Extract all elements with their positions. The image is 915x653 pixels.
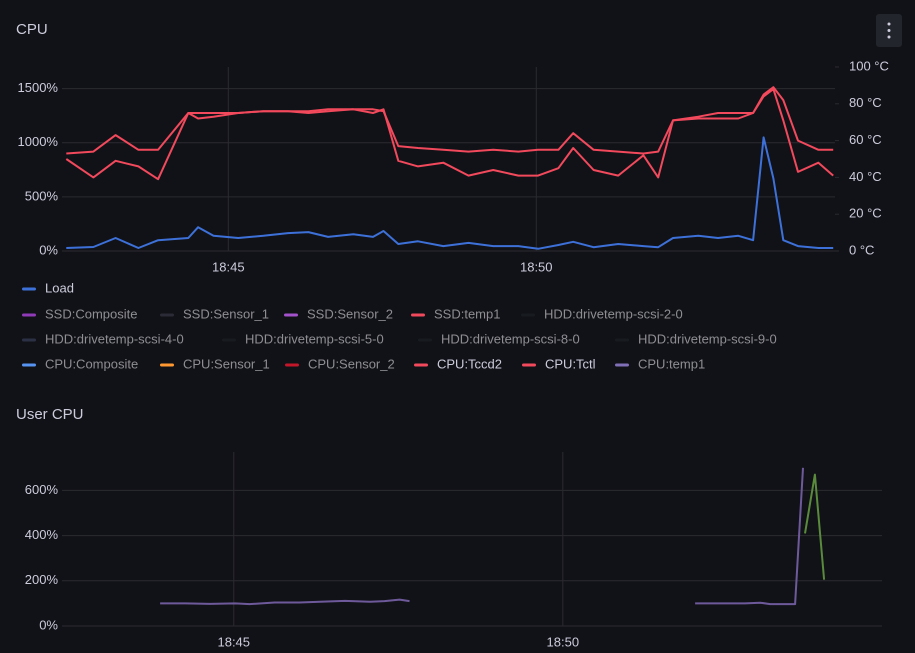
- legend-label: HDD:drivetemp-scsi-4-0: [45, 331, 184, 346]
- legend-label: CPU:Tccd2: [437, 356, 502, 371]
- y2-tick-label: 20 °C: [849, 206, 882, 221]
- series-line: [66, 86, 834, 155]
- legend-label: HDD:drivetemp-scsi-9-0: [638, 331, 777, 346]
- legend-label: CPU:Tctl: [545, 356, 596, 371]
- series-line: [65, 88, 834, 181]
- legend-swatch: [414, 363, 428, 367]
- legend-swatch: [522, 363, 536, 367]
- legend-label: HDD:drivetemp-scsi-8-0: [441, 331, 580, 346]
- y-tick-label: 0%: [39, 242, 58, 257]
- y-tick-label: 200%: [25, 572, 59, 587]
- y-tick-label: 0%: [39, 617, 58, 632]
- legend-label: HDD:drivetemp-scsi-5-0: [245, 331, 384, 346]
- x-tick-label: 18:45: [212, 259, 245, 274]
- legend-swatch: [160, 313, 174, 317]
- legend-label: CPU:Composite: [45, 356, 138, 371]
- legend-swatch: [22, 363, 36, 367]
- legend-label: CPU:temp1: [638, 356, 705, 371]
- legend-label: SSD:temp1: [434, 306, 500, 321]
- y-tick-label: 600%: [25, 482, 59, 497]
- menu-dot: [887, 29, 891, 32]
- legend-label: SSD:Sensor_1: [183, 306, 269, 321]
- legend-label: CPU:Sensor_1: [183, 356, 270, 371]
- legend-label: HDD:drivetemp-scsi-2-0: [544, 306, 683, 321]
- panel-title: User CPU: [16, 406, 84, 423]
- legend-swatch: [615, 338, 629, 342]
- legend-label: SSD:Composite: [45, 306, 137, 321]
- y2-tick-label: 60 °C: [849, 132, 882, 147]
- y-tick-label: 1500%: [18, 80, 59, 95]
- legend-swatch: [22, 287, 36, 291]
- y2-tick-label: 80 °C: [849, 95, 882, 110]
- y-tick-label: 1000%: [18, 134, 59, 149]
- series-line: [160, 467, 804, 606]
- legend-swatch: [615, 363, 629, 367]
- x-tick-label: 18:50: [547, 634, 580, 649]
- legend-swatch: [22, 313, 36, 317]
- legend-swatch: [418, 338, 432, 342]
- x-tick-label: 18:45: [217, 634, 250, 649]
- series-line: [804, 473, 826, 580]
- x-tick-label: 18:50: [520, 259, 553, 274]
- y-tick-label: 500%: [25, 188, 59, 203]
- y2-tick-label: 40 °C: [849, 169, 882, 184]
- legend-swatch: [160, 363, 174, 367]
- legend-swatch: [22, 338, 36, 342]
- legend-swatch: [285, 363, 299, 367]
- legend-swatch: [222, 338, 236, 342]
- legend-label: Load: [45, 280, 74, 295]
- y-tick-label: 400%: [25, 527, 59, 542]
- legend-label: SSD:Sensor_2: [307, 306, 393, 321]
- legend-label: CPU:Sensor_2: [308, 356, 395, 371]
- menu-dot: [887, 22, 891, 26]
- legend-swatch: [411, 313, 425, 317]
- legend-swatch: [284, 313, 298, 317]
- panel-menu[interactable]: [876, 14, 902, 47]
- menu-dot: [887, 35, 891, 39]
- series-line: [66, 136, 834, 250]
- legend-swatch: [521, 313, 535, 317]
- y2-tick-label: 0 °C: [849, 242, 874, 257]
- panel-title: CPU: [16, 21, 48, 38]
- y2-tick-label: 100 °C: [849, 58, 889, 73]
